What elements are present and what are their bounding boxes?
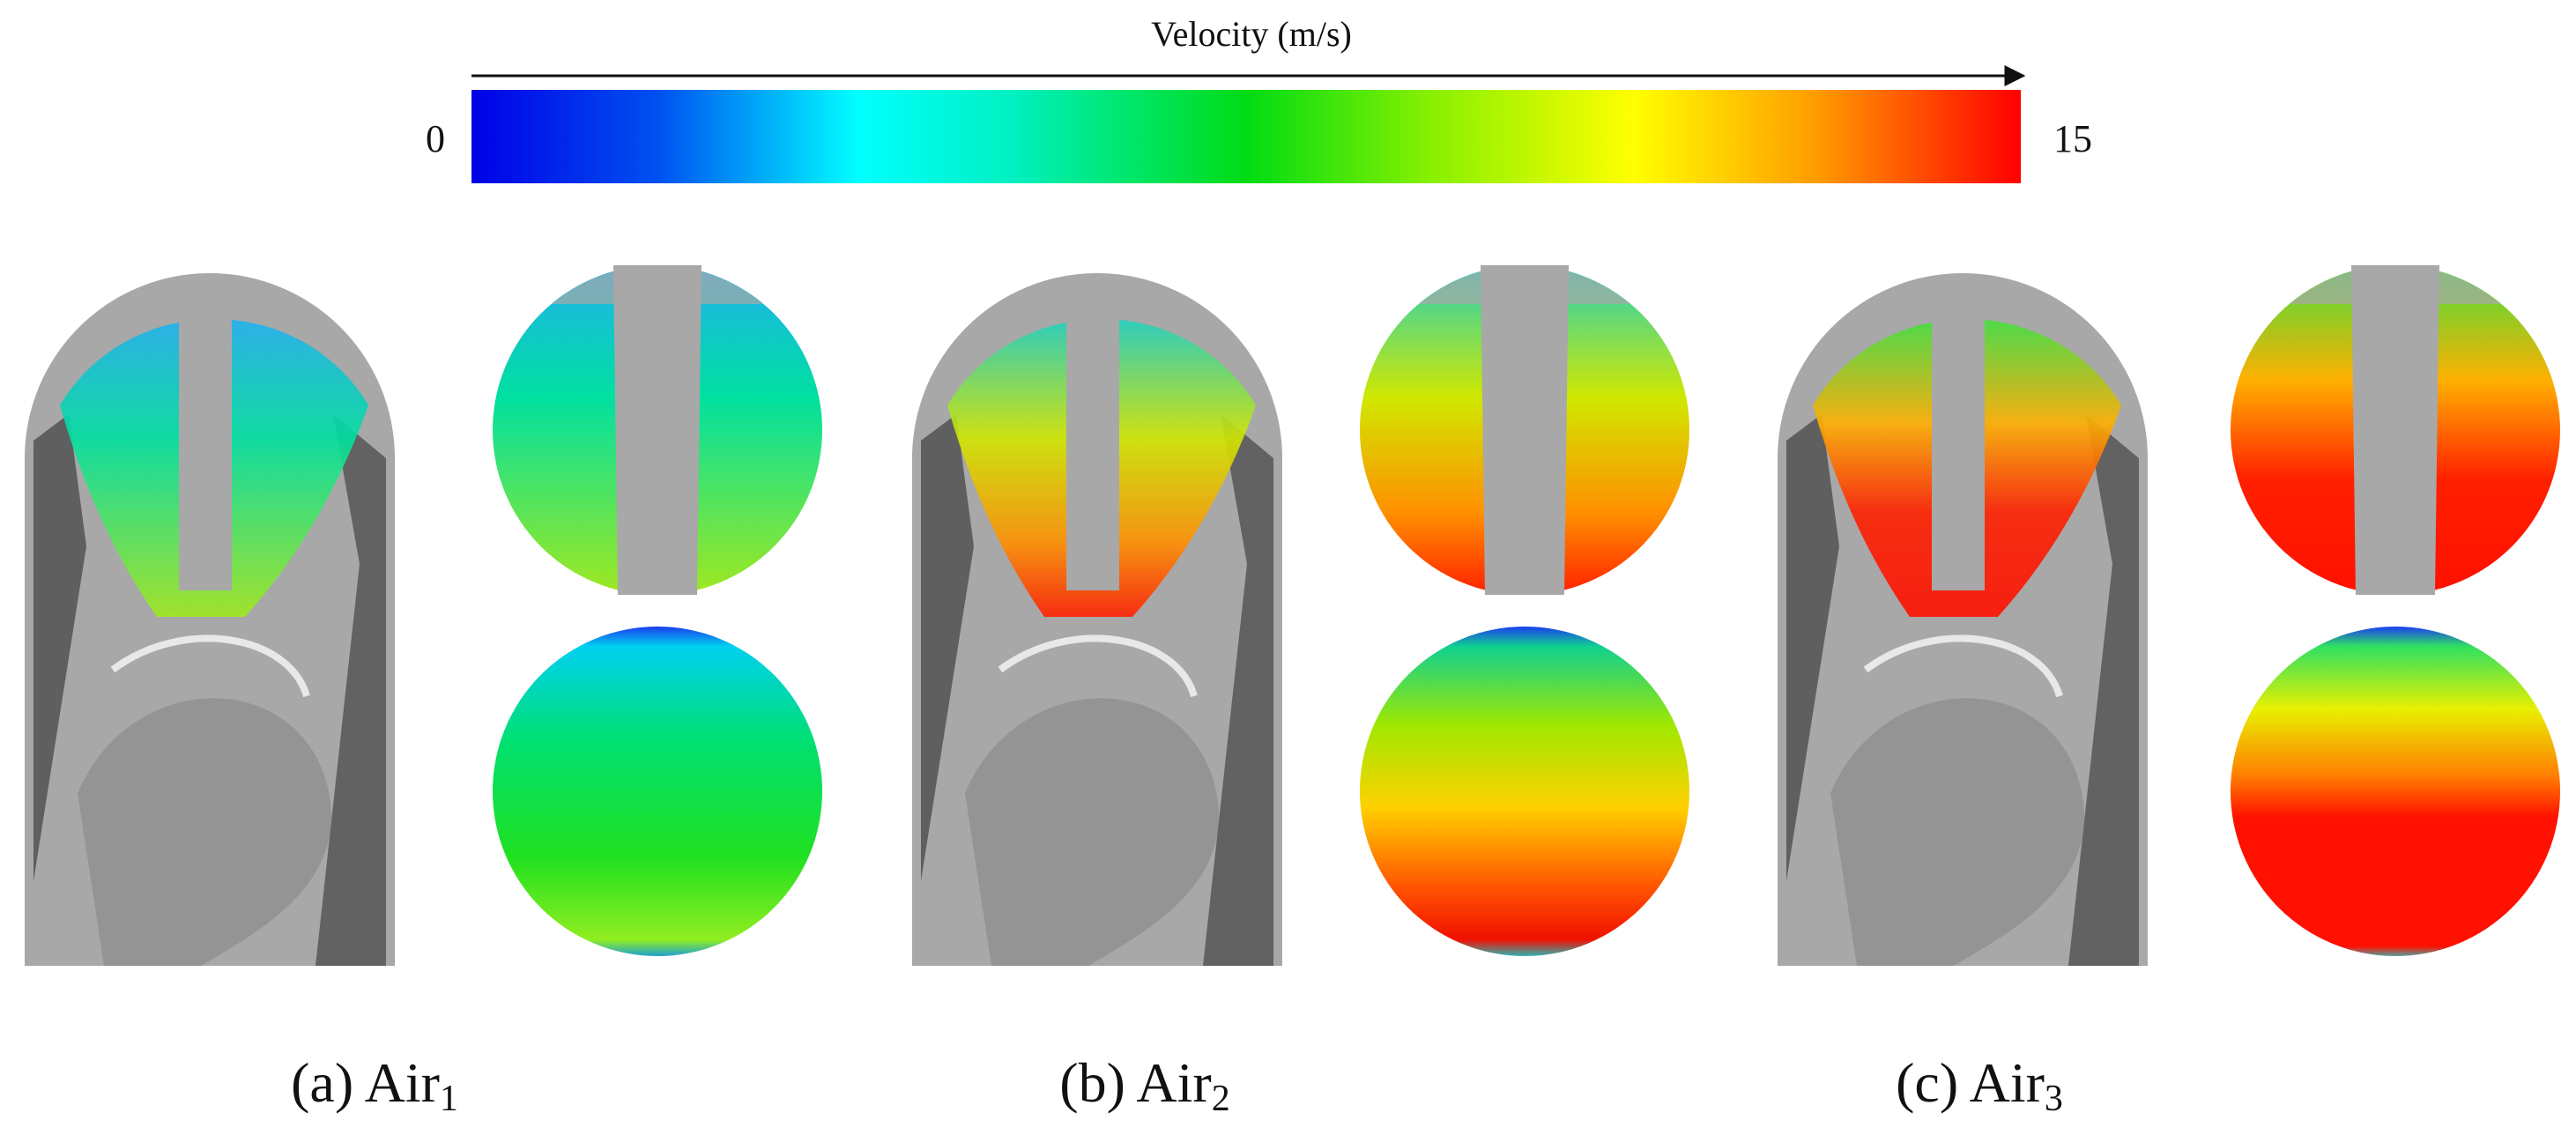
panel-label-subscript: 2 (1212, 1079, 1230, 1119)
anatomy (1830, 698, 2084, 966)
panel: (b) Air2 (912, 265, 1689, 1119)
panel: (a) Air1 (25, 265, 822, 1119)
panel-label-text: (a) Air (291, 1051, 440, 1114)
tube-shadow (921, 414, 974, 881)
cross-section-bottom (493, 627, 822, 956)
anatomy (110, 634, 310, 698)
panel: (c) Air3 (1778, 265, 2560, 1119)
dome-core (1066, 300, 1119, 590)
anatomy (965, 698, 1219, 966)
cross-section-bottom (1360, 627, 1689, 956)
colorbar (471, 90, 2021, 183)
colorbar-title: Velocity (m/s) (1151, 14, 1352, 54)
panel-label: (c) Air3 (1896, 1051, 2063, 1119)
dome-core (179, 300, 232, 590)
colorbar-min: 0 (426, 117, 445, 160)
tube-shadow (316, 414, 386, 966)
dome-core (1932, 300, 1985, 590)
panel-label-subscript: 3 (2045, 1079, 2063, 1119)
tube-shadow (1786, 414, 1839, 881)
colorbar-max: 15 (2053, 117, 2092, 160)
tube-shadow (1203, 414, 1273, 966)
tube-shadow (2068, 414, 2139, 966)
panel-label: (a) Air1 (291, 1051, 458, 1119)
panel-label-text: (b) Air (1059, 1051, 1211, 1114)
cross-section-core (613, 265, 702, 595)
cross-section-cap (1419, 265, 1630, 304)
panel-label-subscript: 1 (440, 1079, 458, 1119)
panel-label-text: (c) Air (1896, 1051, 2045, 1114)
cross-section-bottom (2231, 627, 2560, 956)
panel-label: (b) Air2 (1059, 1051, 1229, 1119)
tube-shadow (33, 414, 86, 881)
cross-section-cap (552, 265, 763, 304)
cross-section-core (1481, 265, 1569, 595)
anatomy (78, 698, 331, 966)
panels: (a) Air1 (b) Air2 (c) Air3 (25, 265, 2560, 1119)
cross-section-cap (2290, 265, 2501, 304)
anatomy (1863, 634, 2063, 698)
cross-section-core (2351, 265, 2439, 595)
anatomy (998, 634, 1198, 698)
